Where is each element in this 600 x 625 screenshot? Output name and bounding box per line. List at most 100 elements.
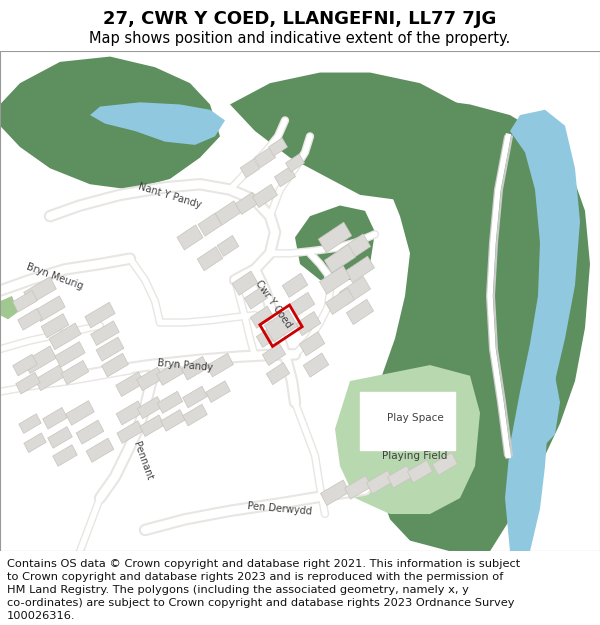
Text: to Crown copyright and database rights 2023 and is reproduced with the permissio: to Crown copyright and database rights 2… xyxy=(7,572,503,582)
Polygon shape xyxy=(266,362,290,384)
Polygon shape xyxy=(346,256,374,282)
Polygon shape xyxy=(256,325,280,348)
Text: Map shows position and indicative extent of the property.: Map shows position and indicative extent… xyxy=(89,31,511,46)
Polygon shape xyxy=(299,332,325,356)
Polygon shape xyxy=(137,397,163,419)
Polygon shape xyxy=(217,236,239,256)
Polygon shape xyxy=(250,306,274,328)
Polygon shape xyxy=(86,438,114,462)
Text: 27, CWR Y COED, LLANGEFNI, LL77 7JG: 27, CWR Y COED, LLANGEFNI, LL77 7JG xyxy=(103,10,497,28)
Polygon shape xyxy=(24,433,46,452)
Polygon shape xyxy=(157,391,183,413)
Polygon shape xyxy=(85,302,115,328)
Text: Play Space: Play Space xyxy=(386,413,443,423)
Polygon shape xyxy=(24,346,56,374)
Polygon shape xyxy=(177,225,203,250)
Text: Contains OS data © Crown copyright and database right 2021. This information is : Contains OS data © Crown copyright and d… xyxy=(7,559,520,569)
Text: Bryn Pandy: Bryn Pandy xyxy=(157,357,213,372)
Polygon shape xyxy=(320,480,350,506)
Polygon shape xyxy=(24,277,56,304)
Polygon shape xyxy=(286,154,304,172)
Polygon shape xyxy=(282,273,308,298)
Bar xyxy=(360,392,455,450)
Polygon shape xyxy=(388,466,413,488)
Polygon shape xyxy=(289,292,315,316)
Polygon shape xyxy=(326,288,355,314)
Polygon shape xyxy=(269,138,287,156)
Polygon shape xyxy=(325,244,356,273)
Polygon shape xyxy=(370,99,590,551)
Polygon shape xyxy=(35,365,65,391)
Polygon shape xyxy=(346,299,374,324)
Polygon shape xyxy=(262,343,286,366)
Polygon shape xyxy=(295,206,375,280)
Text: HM Land Registry. The polygons (including the associated geometry, namely x, y: HM Land Registry. The polygons (includin… xyxy=(7,585,469,595)
Polygon shape xyxy=(344,476,371,499)
Polygon shape xyxy=(215,201,241,225)
Polygon shape xyxy=(254,148,275,168)
Polygon shape xyxy=(319,222,352,253)
Polygon shape xyxy=(43,408,67,429)
Polygon shape xyxy=(140,415,164,436)
Polygon shape xyxy=(232,271,258,295)
Polygon shape xyxy=(13,291,37,312)
Text: Nant Y Pandy: Nant Y Pandy xyxy=(137,182,203,210)
Polygon shape xyxy=(367,471,394,494)
Polygon shape xyxy=(137,367,163,391)
Polygon shape xyxy=(157,362,184,386)
Polygon shape xyxy=(295,311,321,336)
Polygon shape xyxy=(76,420,104,444)
Polygon shape xyxy=(303,353,329,377)
Text: Cwr Y Coed: Cwr Y Coed xyxy=(253,279,293,330)
Polygon shape xyxy=(41,314,69,338)
Polygon shape xyxy=(183,404,207,426)
Polygon shape xyxy=(91,321,119,346)
Text: Pen Derwydd: Pen Derwydd xyxy=(247,501,313,516)
Polygon shape xyxy=(335,365,480,514)
Polygon shape xyxy=(182,356,208,380)
Polygon shape xyxy=(198,213,222,236)
Polygon shape xyxy=(319,266,350,294)
Text: Bryn Meurig: Bryn Meurig xyxy=(25,262,85,292)
Polygon shape xyxy=(16,372,40,394)
Polygon shape xyxy=(206,353,233,377)
Polygon shape xyxy=(0,296,18,319)
Polygon shape xyxy=(274,167,296,187)
Polygon shape xyxy=(55,342,85,367)
Polygon shape xyxy=(265,310,298,342)
Polygon shape xyxy=(61,361,89,384)
Text: co-ordinates) are subject to Crown copyright and database rights 2023 Ordnance S: co-ordinates) are subject to Crown copyr… xyxy=(7,598,515,608)
Polygon shape xyxy=(235,192,259,214)
Polygon shape xyxy=(206,381,230,402)
Polygon shape xyxy=(35,296,65,321)
Polygon shape xyxy=(407,460,433,482)
Polygon shape xyxy=(340,276,371,305)
Polygon shape xyxy=(244,287,268,309)
Polygon shape xyxy=(253,184,278,208)
Polygon shape xyxy=(505,110,580,551)
Text: Pennant: Pennant xyxy=(131,440,155,481)
Polygon shape xyxy=(90,102,225,145)
Polygon shape xyxy=(340,234,371,262)
Polygon shape xyxy=(18,309,42,330)
Polygon shape xyxy=(183,386,207,408)
Polygon shape xyxy=(13,354,37,376)
Polygon shape xyxy=(241,159,260,177)
Polygon shape xyxy=(48,427,72,448)
Polygon shape xyxy=(230,72,480,200)
Polygon shape xyxy=(0,57,220,189)
Polygon shape xyxy=(117,421,143,443)
Polygon shape xyxy=(66,401,94,425)
Polygon shape xyxy=(116,372,144,396)
Polygon shape xyxy=(96,337,124,361)
Polygon shape xyxy=(53,445,77,466)
Polygon shape xyxy=(161,409,185,431)
Text: Playing Field: Playing Field xyxy=(382,451,448,461)
Polygon shape xyxy=(19,414,41,433)
Polygon shape xyxy=(101,353,128,377)
Polygon shape xyxy=(310,94,410,158)
Polygon shape xyxy=(197,247,223,271)
Polygon shape xyxy=(116,401,144,425)
Text: 100026316.: 100026316. xyxy=(7,611,76,621)
Polygon shape xyxy=(525,365,560,445)
